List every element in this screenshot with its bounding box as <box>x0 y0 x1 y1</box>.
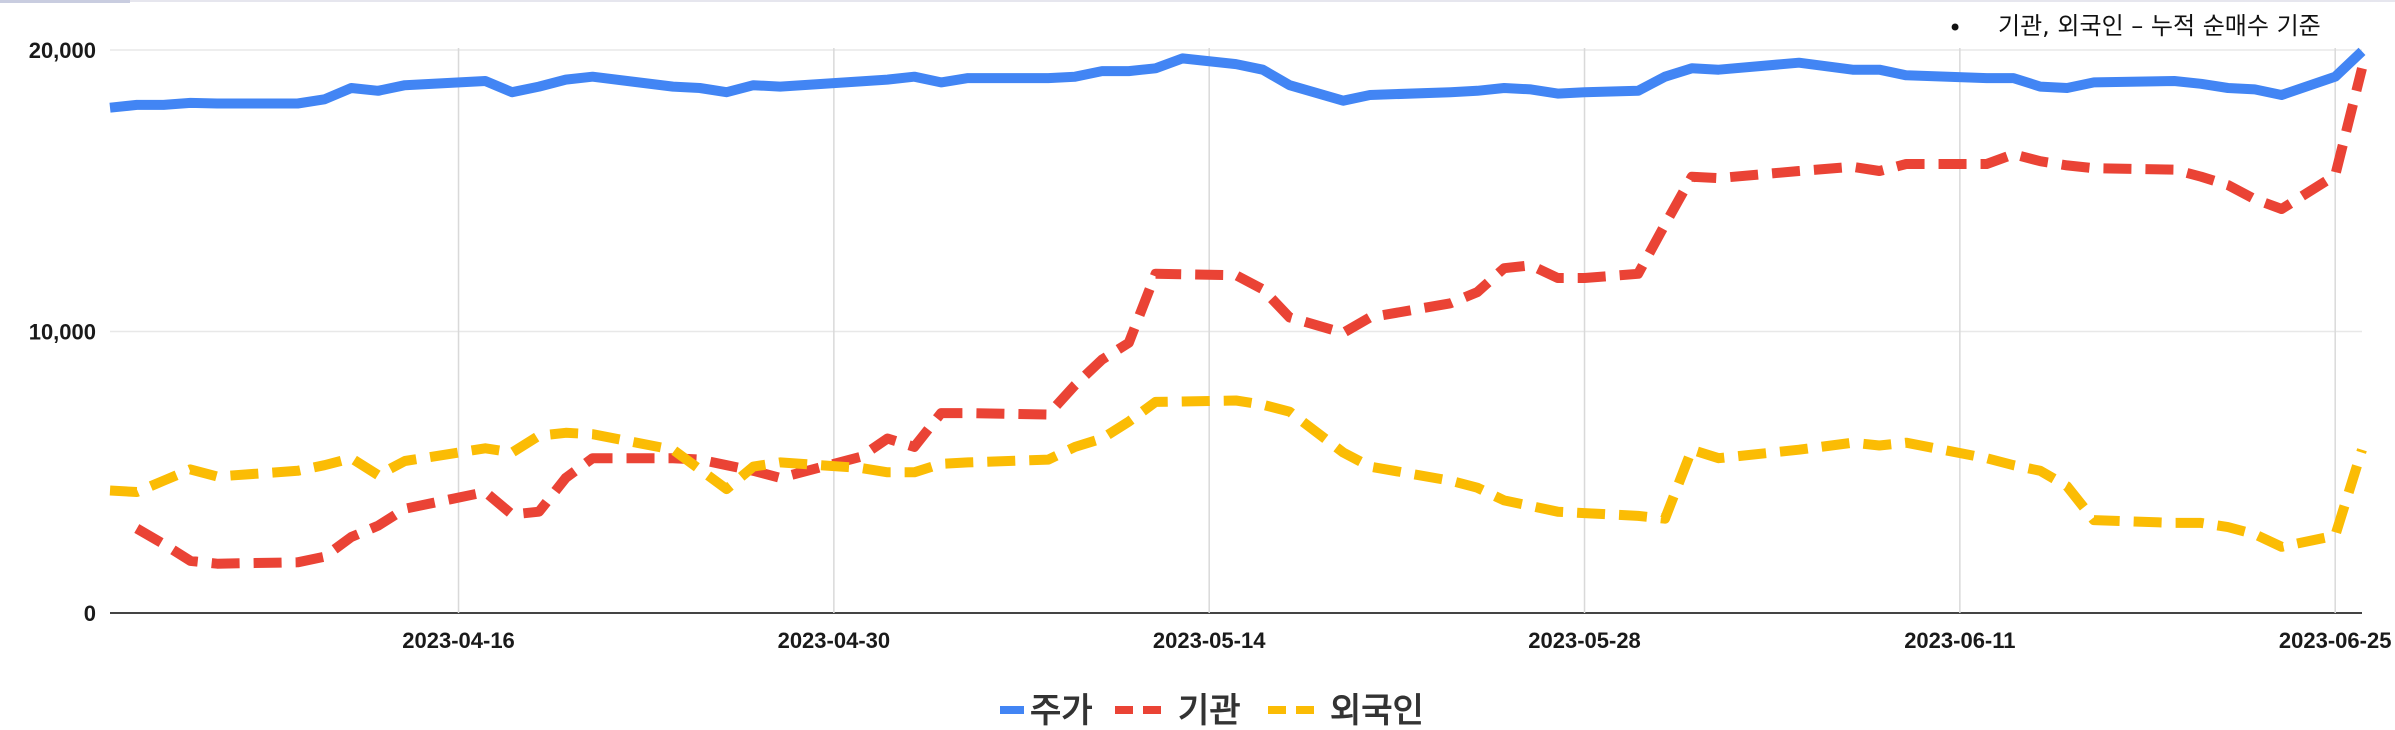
legend-label-stock-price: 주가 <box>1030 691 1093 730</box>
chart-note: • 기관, 외국인 – 누적 순매수 기준 <box>1948 12 2321 42</box>
x-tick-label: 2023-05-14 <box>1153 628 1266 653</box>
legend: 주가 기관 외국인 <box>1000 691 1424 730</box>
y-tick-label: 0 <box>84 601 96 626</box>
legend-item-foreigner: 외국인 <box>1268 691 1424 730</box>
x-tick-label: 2023-04-16 <box>402 628 515 653</box>
series-line-stock-price <box>109 47 2366 113</box>
x-tick-label: 2023-04-30 <box>778 628 891 653</box>
legend-label-foreigner: 외국인 <box>1330 691 1424 730</box>
note-bullet: • <box>1948 14 1962 42</box>
x-tick-label: 2023-05-28 <box>1528 628 1641 653</box>
y-tick-label: 20,000 <box>29 38 96 63</box>
series-line-foreigner <box>109 395 2367 552</box>
y-tick-label: 10,000 <box>29 320 96 345</box>
x-axis-tick-labels: 2023-04-16 2023-04-30 2023-05-14 2023-05-28… <box>402 628 2391 653</box>
y-gridlines <box>110 49 2362 614</box>
note-text: 기관, 외국인 – 누적 순매수 기준 <box>1998 12 2321 40</box>
x-tick-label: 2023-06-11 <box>1904 628 2015 653</box>
x-gridlines <box>457 48 2336 613</box>
top-border-accent <box>0 0 130 3</box>
y-axis-tick-labels: 0 10,000 20,000 <box>29 38 96 626</box>
series-lines <box>109 47 2367 569</box>
legend-item-institution: 기관 <box>1115 691 1241 730</box>
top-border <box>0 0 2395 2</box>
series-line-institution <box>134 67 2367 569</box>
x-tick-label: 2023-06-25 <box>2279 628 2392 653</box>
legend-item-stock-price: 주가 <box>1000 691 1093 730</box>
legend-label-institution: 기관 <box>1178 691 1241 730</box>
